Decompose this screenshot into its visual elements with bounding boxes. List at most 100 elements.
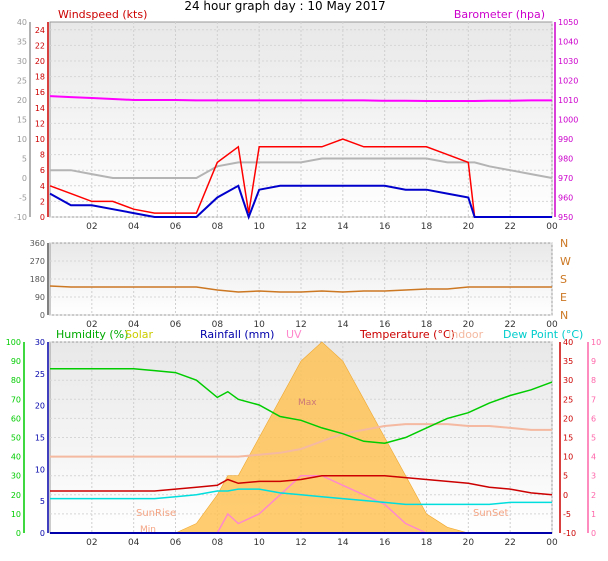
time-tick-label: 04 [128,320,140,330]
dewpoint-series [50,488,552,506]
barometer-axis-tick: 1020 [558,77,578,86]
humidity-axis-tick: 0 [16,529,21,538]
windspeed-axis-tick: 16 [35,88,45,97]
direction-axis-tick: 360 [30,239,45,248]
humidity-axis-tick: 90 [11,357,21,366]
time-tick-label: 02 [86,538,97,548]
humidity-axis-tick: 50 [11,434,21,443]
time-tick-label: 00 [546,222,558,232]
time-tick-label: 20 [463,538,475,548]
wind-gray-series [50,157,553,179]
barometer-axis-tick: 970 [558,174,573,183]
temp-axes: 0102030405060708090100051015202530-10-50… [6,338,601,538]
windspeed-axis-tick: 0 [40,213,45,222]
time-tick-label: 22 [504,538,515,548]
wind-far-left-axis-tick: 5 [22,155,27,164]
temp-grid: 02 04 06 08 10 12 14 16 18 20 22 00 [50,341,558,548]
time-tick-label: 16 [379,222,391,232]
compass-label: S [560,273,567,286]
indoor-series [50,423,552,458]
windspeed-axis-tick: 18 [35,73,45,82]
time-tick-label: 22 [504,222,515,232]
annotation-sunset: SunSet [473,508,509,519]
windspeed-axis-tick: 2 [40,197,45,206]
uv-axis-tick: 0 [591,529,596,538]
time-tick-label: 10 [253,222,265,232]
rainfall-axis-tick: 0 [40,529,45,538]
temperature-axis-tick: 15 [563,434,573,443]
uv-axis-tick: 7 [591,395,596,404]
wind-far-left-axis-tick: 20 [17,96,27,105]
time-tick-label: 02 [86,222,97,232]
direction-series [49,285,552,293]
legend-indoor: Indoor [448,328,484,341]
time-tick-label: 08 [212,538,224,548]
direction-axis-tick: 0 [40,311,45,320]
barometer-series [49,95,552,102]
wind-far-left-axis-tick: 10 [17,135,27,144]
time-tick-label: 06 [170,222,182,232]
wind-series [49,95,553,220]
temperature-axis-tick: 0 [563,491,568,500]
humidity-axis-tick: 40 [11,453,21,462]
barometer-axis-label: Barometer (hpa) [454,8,545,21]
temperature-axis-tick: -10 [563,529,576,538]
time-tick-label: 00 [546,320,558,330]
temperature-axis-tick: 30 [563,376,573,385]
direction-axis-tick: 90 [35,293,45,302]
rainfall-axis-tick: 25 [35,370,45,379]
rainfall-axis-tick: 5 [40,497,45,506]
annotation-sunrise: SunRise [136,508,176,519]
time-tick-label: 16 [379,538,391,548]
windspeed-axis-tick: 4 [40,182,45,191]
direction-axis-tick: 270 [30,257,45,266]
legend-rainfall: Rainfall (mm) [200,328,274,341]
wind-far-left-axis-tick: 0 [22,174,27,183]
windspeed-axis-tick: 22 [35,41,45,50]
wind-far-left-axis-tick: -10 [14,213,27,222]
humidity-axis-tick: 70 [11,395,21,404]
legend-temperature: Temperature (°C) [359,328,455,341]
uv-axis-tick: 8 [591,376,596,385]
legend-uv: UV [286,328,302,341]
wind-average-series [49,184,552,220]
barometer-axis-tick: 950 [558,213,573,222]
windspeed-axis-label: Windspeed (kts) [58,8,147,21]
windspeed-axis-tick: 12 [35,119,45,128]
rainfall-axis-tick: 30 [35,338,45,347]
humidity-axis-tick: 10 [11,510,21,519]
time-tick-label: 20 [463,320,475,330]
uv-axis-tick: 4 [591,453,596,462]
time-tick-label: 08 [212,222,224,232]
windspeed-axis-tick: 14 [35,104,45,113]
temperature-axis-tick: 10 [563,453,573,462]
barometer-axis-tick: 1040 [558,38,578,47]
wind-far-left-axis-tick: 15 [17,116,27,125]
time-tick-label: 18 [421,222,433,232]
barometer-axis-tick: 1050 [558,18,578,27]
wind-far-left-axis-tick: 25 [17,77,27,86]
temperature-series [50,474,553,496]
humidity-axis-tick: 30 [11,472,21,481]
barometer-axis-tick: 1030 [558,57,578,66]
time-tick-label: 00 [546,538,558,548]
direction-axis-tick: 180 [30,275,45,284]
humidity-series [50,367,553,444]
compass-label: N [560,237,568,250]
windspeed-axis-tick: 10 [35,135,45,144]
humidity-axis-tick: 80 [11,376,21,385]
time-tick-label: 08 [212,320,224,330]
wind-far-left-axis-tick: 30 [17,57,27,66]
direction-series [49,285,552,293]
time-tick-label: 20 [463,222,475,232]
barometer-axis-tick: 980 [558,155,573,164]
barometer-axis-tick: 990 [558,135,573,144]
temperature-axis-tick: 20 [563,414,573,423]
wind-far-left-axis-tick: 40 [17,18,27,27]
temperature-axis-tick: -5 [563,510,571,519]
humidity-axis-tick: 60 [11,414,21,423]
graph-title: 24 hour graph day : 10 May 2017 [184,0,385,13]
barometer-axis-tick: 960 [558,194,573,203]
time-tick-label: 06 [170,538,182,548]
